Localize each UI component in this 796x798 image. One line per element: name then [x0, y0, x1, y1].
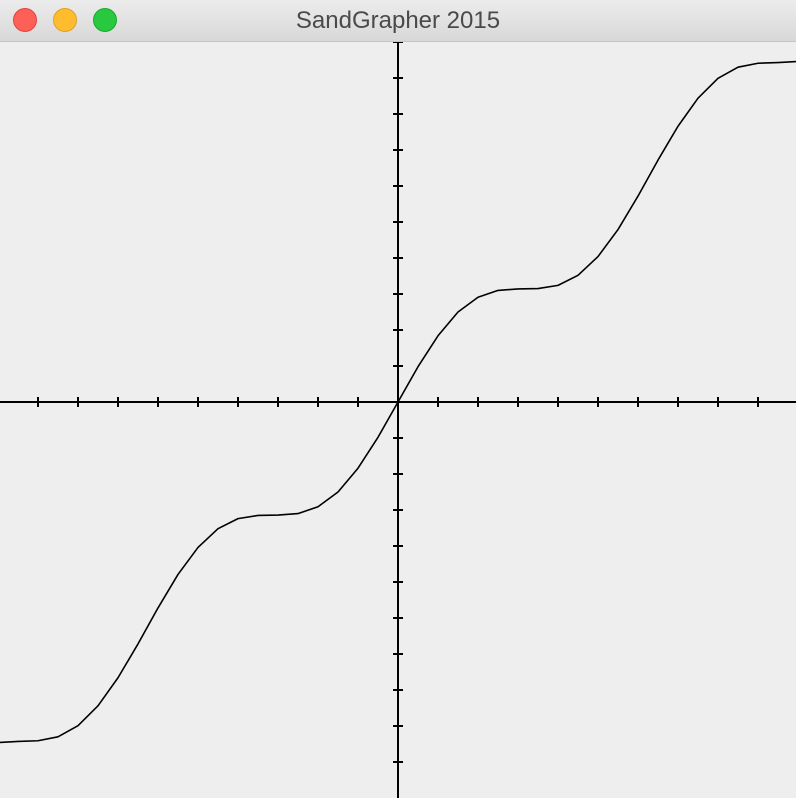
minimize-button[interactable]: [53, 8, 77, 32]
zoom-button[interactable]: [93, 8, 117, 32]
curve: [0, 60, 796, 744]
title-bar: SandGrapher 2015: [0, 0, 796, 42]
window-title: SandGrapher 2015: [295, 7, 501, 34]
close-button[interactable]: [13, 8, 37, 32]
graph: [0, 42, 796, 798]
